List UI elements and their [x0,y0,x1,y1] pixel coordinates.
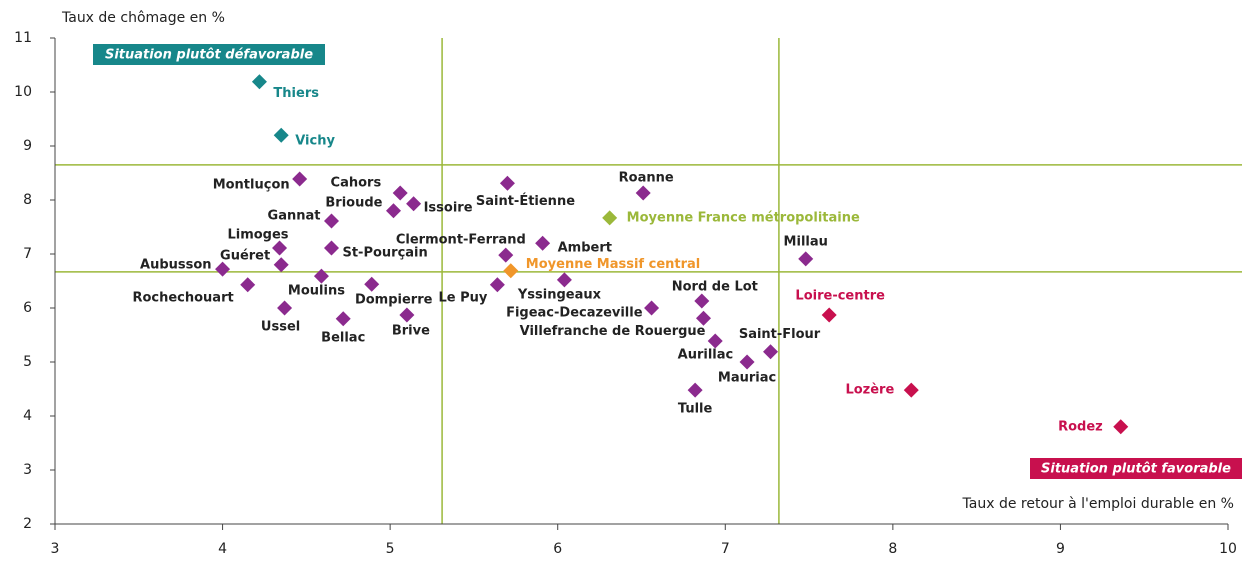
point-label: Figeac-Decazeville [506,306,643,321]
y-tick-label: 11 [14,30,32,46]
point-label: Rochechouart [132,290,233,305]
point [821,307,837,323]
point-label: Moyenne Massif central [526,257,700,272]
point-label: Issoire [424,200,473,215]
x-tick-label: 3 [51,541,60,557]
point [687,382,703,398]
point [272,240,288,256]
x-tick-label: 6 [553,541,562,557]
point [364,276,380,292]
point [277,300,293,316]
point [323,213,339,229]
point-label: Roanne [619,170,674,185]
point-label: Moyenne France métropolitaine [627,210,860,225]
point-label: Guéret [220,248,270,263]
point [273,127,289,143]
point [707,333,723,349]
point-label: Tulle [678,402,713,417]
point-label: Yssingeaux [517,287,602,302]
annotation: Situation plutôt favorable [1041,462,1231,477]
point-label: Loire-centre [795,289,885,304]
x-tick-label: 7 [721,541,730,557]
point-label: Cahors [331,175,382,190]
y-tick-label: 6 [23,300,32,316]
y-tick-label: 10 [14,84,32,100]
point-label: Nord de Lot [672,279,758,294]
annotation-box [1030,458,1242,479]
point-label: Brioude [325,195,382,210]
point [273,257,289,273]
x-tick-label: 10 [1219,541,1237,557]
point [215,261,231,277]
point-label: Dompierre [355,293,433,308]
point [335,311,351,327]
point [763,344,779,360]
point [635,185,651,201]
point [739,354,755,370]
point-label: Aurillac [678,347,734,362]
point [385,203,401,219]
point [313,268,329,284]
point [694,293,710,309]
y-tick-label: 3 [23,462,32,478]
point [251,74,267,90]
point-label: Saint-Étienne [476,193,575,209]
point-label: Le Puy [438,290,487,305]
x-tick-label: 8 [888,541,897,557]
x-axis-label: Taux de retour à l'emploi durable en % [962,496,1234,512]
y-tick-label: 5 [23,354,32,370]
point [240,277,256,293]
y-tick-label: 8 [23,192,32,208]
point [406,196,422,212]
point-label: Vichy [295,134,335,149]
point-label: Clermont-Ferrand [396,233,526,248]
point [903,382,919,398]
point [498,247,514,263]
point [399,307,415,323]
point-label: Mauriac [718,371,776,386]
annotation-box [93,44,325,65]
point-label: Thiers [273,86,319,101]
point [696,310,712,326]
x-tick-label: 5 [386,541,395,557]
x-tick-label: 4 [218,541,227,557]
point [556,272,572,288]
y-tick-label: 9 [23,138,32,154]
point-label: Villefranche de Rouergue [520,324,706,339]
y-tick-label: 2 [23,516,32,532]
point-label: Moulins [288,284,345,299]
point-label: Gannat [268,209,321,224]
point [499,175,515,191]
point [644,300,660,316]
point-label: St-Pourçain [342,246,427,261]
point [323,240,339,256]
point-label: Brive [392,324,430,339]
point-label: Ussel [261,320,300,335]
y-tick-label: 4 [23,408,32,424]
annotation: Situation plutôt défavorable [105,48,313,63]
point [1113,419,1129,435]
point [489,277,505,293]
point-label: Millau [784,234,828,249]
x-tick-label: 9 [1056,541,1065,557]
point-label: Bellac [321,330,365,345]
point [535,235,551,251]
point-label: Saint-Flour [739,327,821,342]
point-label: Montluçon [213,177,290,192]
point [602,210,618,226]
point [798,251,814,267]
point-label: Lozère [845,383,894,398]
point-label: Rodez [1058,419,1103,434]
point [503,263,519,279]
y-tick-label: 7 [23,246,32,262]
point [392,185,408,201]
point-label: Aubusson [140,258,212,273]
y-axis-label: Taux de chômage en % [61,10,225,26]
point-label: Ambert [558,241,612,256]
point [292,171,308,187]
point-label: Limoges [227,228,288,243]
